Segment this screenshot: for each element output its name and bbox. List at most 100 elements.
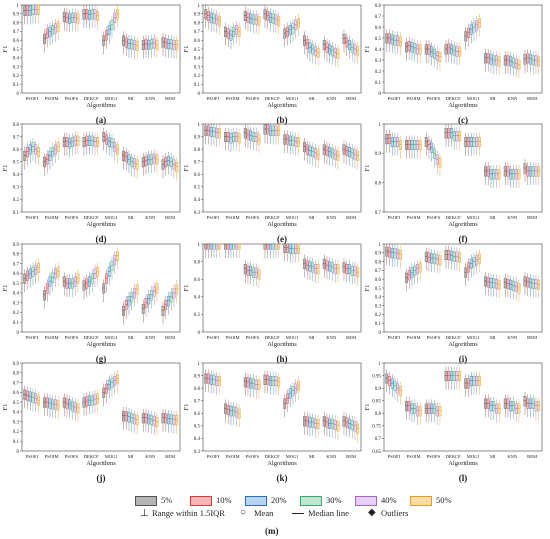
legend-label: 30%: [326, 495, 342, 505]
box: [486, 277, 490, 288]
x-tick-label: REM: [346, 335, 356, 340]
box: [209, 126, 213, 137]
box: [71, 278, 74, 289]
x-tick-label: DEKCF: [84, 335, 100, 340]
box: [435, 254, 439, 265]
box: [444, 44, 448, 55]
box: [215, 376, 219, 387]
y-tick-label: 0.7: [13, 262, 20, 267]
box: [54, 268, 57, 279]
x-tick-label: KNN: [145, 454, 156, 459]
box: [43, 157, 46, 168]
box: [396, 137, 400, 148]
box: [503, 166, 507, 177]
box: [478, 137, 481, 148]
box: [396, 35, 400, 46]
x-tick-label: MOGI: [467, 335, 480, 340]
y-axis-label: F1: [2, 46, 9, 53]
box: [348, 147, 351, 158]
box: [450, 370, 453, 382]
x-tick-label: DEKCF: [265, 215, 281, 220]
box: [88, 395, 91, 406]
panel-l: 0.65 0.7 0.75 0.8 0.85 0.9 0.95 1 F1 PSOFI PSOIM PS…: [364, 362, 543, 483]
box: [113, 255, 117, 266]
box: [311, 262, 315, 273]
box: [105, 273, 108, 284]
box: [385, 373, 389, 384]
box: [523, 54, 527, 65]
y-tick-label: 0.5: [13, 401, 20, 406]
box: [492, 278, 496, 289]
box: [308, 145, 312, 156]
y-tick-label: 0.1: [375, 81, 382, 86]
box: [212, 13, 216, 24]
y-tick-label: 1: [379, 362, 382, 367]
box: [130, 39, 134, 50]
box: [489, 401, 493, 412]
x-tick-label: MI: [128, 215, 134, 220]
y-axis-label: F1: [183, 285, 190, 292]
box: [263, 9, 267, 20]
box: [305, 416, 309, 427]
box: [207, 125, 210, 136]
y-tick-label: 0.7: [13, 30, 20, 35]
legend-swatch: [300, 496, 322, 506]
box: [113, 12, 117, 23]
box: [51, 147, 55, 158]
box: [393, 35, 397, 46]
box: [224, 243, 227, 250]
box: [226, 243, 230, 250]
box: [286, 134, 289, 145]
box: [161, 159, 165, 170]
box: [484, 166, 487, 177]
box: [396, 249, 400, 260]
y-tick-label: 0.3: [13, 301, 20, 306]
box: [169, 292, 173, 303]
box: [48, 150, 52, 161]
x-tick-label: PSOFI: [26, 454, 39, 459]
box: [51, 399, 55, 410]
box: [314, 418, 317, 429]
box: [45, 397, 49, 408]
y-tick-label: 0.5: [13, 48, 20, 53]
x-tick-label: MI: [128, 96, 134, 101]
box: [308, 417, 312, 428]
box: [43, 397, 46, 408]
box: [68, 13, 72, 24]
box: [116, 9, 119, 20]
x-tick-label: MOGI: [286, 96, 299, 101]
box: [37, 395, 40, 406]
x-tick-label: PSOFS: [246, 454, 260, 459]
box: [416, 139, 419, 150]
box: [113, 142, 117, 153]
x-tick-label: KNN: [145, 335, 156, 340]
box: [305, 260, 309, 271]
box: [82, 137, 86, 148]
box: [150, 290, 153, 301]
y-tick-label: 0.5: [194, 425, 201, 430]
panel-caption: (c): [458, 115, 468, 125]
box: [303, 142, 306, 153]
x-tick-label: DEKCF: [84, 215, 100, 220]
box: [96, 10, 100, 22]
box: [229, 133, 233, 144]
box: [73, 12, 77, 23]
x-tick-label: MI: [128, 335, 134, 340]
box: [127, 39, 131, 50]
box: [243, 377, 247, 388]
y-tick-label: 0.4: [13, 57, 20, 62]
box: [23, 273, 27, 284]
x-tick-label: REM: [527, 454, 537, 459]
box: [133, 288, 136, 299]
box: [288, 388, 292, 399]
box: [164, 38, 168, 49]
box: [73, 276, 77, 287]
x-tick-label: DEKCF: [265, 96, 281, 101]
box: [175, 284, 179, 295]
y-tick-label: 0.6: [194, 39, 201, 44]
box: [26, 390, 29, 401]
box: [475, 20, 479, 31]
box: [54, 23, 57, 34]
y-tick-label: 0.6: [13, 39, 20, 44]
box: [495, 55, 498, 66]
